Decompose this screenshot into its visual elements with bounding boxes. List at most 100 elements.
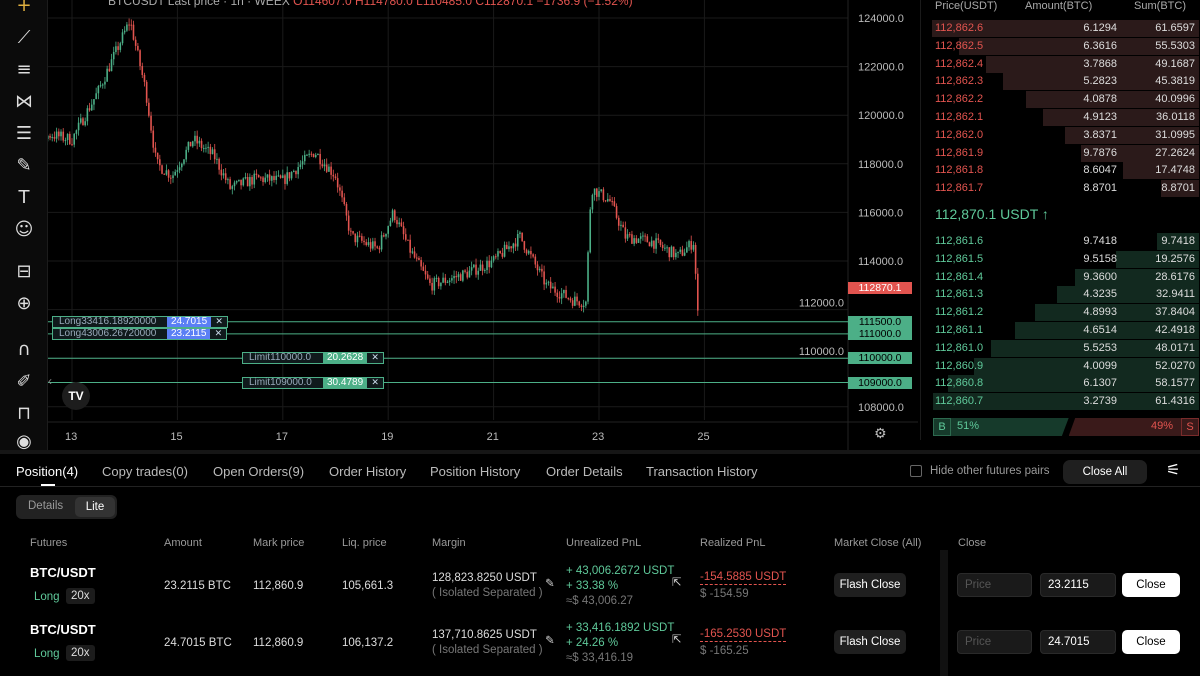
candle-body (352, 231, 354, 234)
bid-row[interactable]: 112,860.8 6.1307 58.1577 (931, 375, 1199, 393)
bid-row[interactable]: 112,861.5 9.5158 19.2576 (931, 250, 1199, 268)
close-price-input[interactable]: Price (957, 573, 1032, 597)
tab-position-history[interactable]: Position History (430, 464, 521, 479)
share-icon[interactable]: ⇱ (672, 632, 682, 646)
tab-position[interactable]: Position(4) (16, 464, 79, 479)
candle-body (363, 240, 365, 243)
zoom-in-icon[interactable]: ⊕ (16, 293, 32, 314)
candle-body (637, 238, 640, 243)
cancel-order-icon[interactable]: ✕ (214, 329, 223, 339)
close-price-input[interactable]: Price (957, 630, 1032, 654)
pair[interactable]: BTC/USDT (30, 622, 96, 637)
edit-margin-icon[interactable]: ✎ (545, 633, 555, 647)
candle-body (644, 235, 646, 237)
horizontal-lines-icon[interactable]: ≡ (16, 59, 32, 80)
text-icon[interactable]: T (18, 187, 30, 208)
candle-body (650, 240, 653, 247)
limit-order-tag[interactable]: Limit110000.0 20.2628 ✕ (242, 352, 385, 364)
close-button[interactable]: Close (1122, 630, 1180, 654)
ask-row[interactable]: 112,862.4 3.7868 49.1687 (931, 55, 1199, 73)
view-details[interactable]: Details (28, 500, 64, 512)
view-lite[interactable]: Lite (75, 497, 115, 517)
pattern-icon[interactable]: ⋈ (15, 91, 33, 112)
position-order-tag[interactable]: Long43006.26720000 23.2115 ✕ (52, 328, 228, 340)
ask-row[interactable]: 112,862.6 6.1294 61.6597 (931, 20, 1199, 37)
settings-gear-icon[interactable]: ⚙ (874, 426, 887, 442)
bid-row[interactable]: 112,861.4 9.3600 28.6176 (931, 268, 1199, 286)
tab-open-orders[interactable]: Open Orders(9) (213, 464, 305, 479)
candle-body (93, 99, 95, 105)
view-toggle: Details Lite (16, 495, 117, 519)
candle-body (633, 238, 635, 244)
candle-body (563, 289, 565, 294)
bid-row[interactable]: 112,860.9 4.0099 52.0270 (931, 357, 1199, 375)
position-order-tag[interactable]: Long33416.18920000 24.7015 ✕ (52, 316, 229, 328)
price: 112,860.7 (935, 395, 984, 408)
bid-row[interactable]: 112,861.3 4.3235 32.9411 (931, 286, 1199, 304)
tab-copy-trades[interactable]: Copy trades(0) (102, 464, 188, 479)
pair[interactable]: BTC/USDT (30, 565, 96, 580)
cancel-order-icon[interactable]: ✕ (371, 378, 379, 388)
close-quantity-input[interactable]: 24.7015 (1040, 630, 1116, 654)
amount: 8.6047 (1083, 164, 1117, 177)
trend-line-icon[interactable]: ⟋ (17, 27, 31, 48)
candle-body (391, 210, 394, 221)
bid-row[interactable]: 112,861.6 9.7418 9.7418 (931, 233, 1199, 250)
candle-body (148, 102, 150, 116)
brush-icon[interactable]: ✎ (16, 155, 32, 176)
ruler-icon[interactable]: ⊟ (16, 261, 32, 282)
filter-settings-icon[interactable]: ⚟ (1166, 460, 1181, 479)
candle-body (330, 166, 332, 175)
candle-body (666, 247, 668, 249)
candle-body (694, 244, 697, 274)
ask-row[interactable]: 112,861.9 9.7876 27.2624 (931, 144, 1199, 162)
ask-row[interactable]: 112,862.5 6.3616 55.5303 (931, 37, 1199, 55)
candle-body (571, 300, 574, 306)
col-market-close[interactable]: Market Close (All) (834, 537, 922, 549)
candle-body (55, 131, 58, 139)
candle-body (216, 158, 218, 160)
candle-body (88, 108, 91, 111)
crosshair-icon[interactable]: + (16, 0, 32, 16)
candle-body (578, 301, 581, 306)
candle-body (264, 177, 267, 183)
cancel-order-icon[interactable]: ✕ (371, 353, 379, 363)
cancel-order-icon[interactable]: ✕ (215, 317, 223, 327)
magnet-icon[interactable]: ∩ (17, 339, 31, 360)
flash-close-button[interactable]: Flash Close (834, 630, 906, 654)
leverage-badge[interactable]: 20x (66, 588, 95, 604)
amount: 4.8993 (1083, 306, 1117, 319)
tab-order-history[interactable]: Order History (329, 464, 407, 479)
eye-icon[interactable]: ◉ (16, 431, 32, 452)
lock-icon[interactable]: ⊓ (16, 403, 32, 424)
fib-icon[interactable]: ☰ (15, 123, 33, 144)
bid-row[interactable]: 112,861.0 5.5253 48.0171 (931, 339, 1199, 357)
candlestick-chart[interactable]: 124000.0 122000.0 120000.0 118000.0 116000.0… (48, 0, 918, 450)
price-chart[interactable]: 124000.0 122000.0 120000.0 118000.0 116000.0… (48, 0, 918, 450)
close-button[interactable]: Close (1122, 573, 1180, 597)
bid-row[interactable]: 112,861.2 4.8993 37.8404 (931, 304, 1199, 322)
candle-body (347, 215, 350, 231)
bid-row[interactable]: 112,860.7 3.2739 61.4316 (931, 393, 1199, 411)
leverage-badge[interactable]: 20x (66, 645, 95, 661)
lock-drawing-icon[interactable]: ✐ (16, 371, 32, 392)
ask-row[interactable]: 112,861.7 8.8701 8.8701 (931, 180, 1199, 198)
ask-row[interactable]: 112,862.2 4.0878 40.0996 (931, 91, 1199, 109)
edit-margin-icon[interactable]: ✎ (545, 576, 555, 590)
share-icon[interactable]: ⇱ (672, 575, 682, 589)
collapse-toolbar-icon[interactable]: ‹ (48, 374, 52, 388)
ask-row[interactable]: 112,862.1 4.9123 36.0118 (931, 109, 1199, 126)
ask-row[interactable]: 112,861.8 8.6047 17.4748 (931, 162, 1199, 180)
close-quantity-input[interactable]: 23.2115 (1040, 573, 1116, 597)
ask-row[interactable]: 112,862.0 3.8371 31.0995 (931, 126, 1199, 144)
bid-row[interactable]: 112,861.1 4.6514 42.4918 (931, 322, 1199, 339)
flash-close-button[interactable]: Flash Close (834, 573, 906, 597)
tab-order-details[interactable]: Order Details (546, 464, 623, 479)
close-all-button[interactable]: Close All (1063, 460, 1147, 484)
ask-row[interactable]: 112,862.3 5.2823 45.3819 (931, 73, 1199, 91)
emoji-icon[interactable]: ☺ (14, 219, 34, 240)
hide-other-checkbox[interactable] (910, 465, 922, 477)
candle-body (301, 161, 304, 165)
limit-order-tag[interactable]: Limit109000.0 30.4789 ✕ (242, 377, 385, 389)
tab-transaction-history[interactable]: Transaction History (646, 464, 758, 479)
